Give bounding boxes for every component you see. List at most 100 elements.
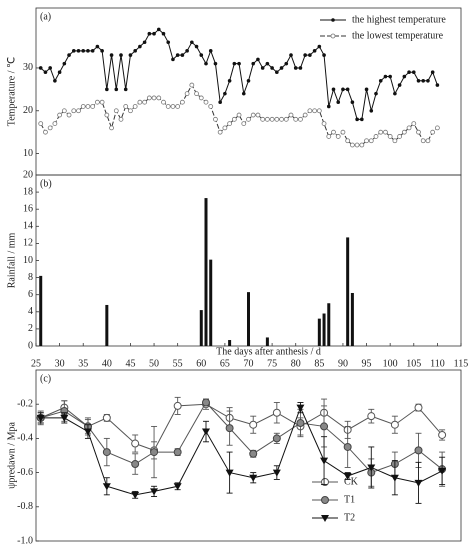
bar: [204, 198, 208, 346]
marker: [270, 66, 274, 70]
marker: [343, 473, 352, 481]
marker: [378, 129, 384, 135]
marker: [232, 61, 237, 66]
marker: [425, 138, 431, 144]
marker: [354, 142, 360, 148]
y-tick-label: 12: [23, 238, 33, 249]
marker: [392, 138, 398, 144]
x-tick-label: 65: [220, 358, 230, 369]
marker: [414, 403, 423, 412]
marker: [175, 104, 181, 109]
marker: [173, 483, 182, 491]
series-line: [40, 28, 438, 120]
bar: [350, 292, 354, 346]
marker: [272, 408, 281, 417]
marker: [249, 474, 258, 482]
marker: [142, 40, 147, 45]
y-tick-label: 0: [28, 340, 33, 351]
marker: [90, 104, 96, 109]
marker: [421, 78, 426, 83]
legend-marker: [321, 515, 329, 522]
marker: [298, 66, 303, 70]
marker: [166, 40, 171, 45]
marker: [350, 100, 355, 105]
legend-label: CK: [344, 476, 359, 487]
marker: [218, 100, 222, 105]
x-tick-label: 75: [267, 358, 277, 369]
y-axis-label: Temperature / ℃: [6, 57, 17, 126]
marker: [369, 108, 374, 113]
marker: [331, 87, 336, 92]
x-tick-label: 55: [173, 358, 183, 369]
marker: [71, 49, 76, 53]
bar: [105, 304, 109, 346]
marker: [165, 104, 171, 109]
marker: [260, 116, 266, 122]
marker: [43, 70, 48, 75]
marker: [397, 134, 403, 139]
x-tick-label: 115: [454, 358, 469, 369]
marker: [322, 53, 326, 57]
marker: [152, 31, 156, 36]
marker: [109, 125, 114, 131]
x-tick-label: 50: [149, 358, 159, 369]
marker: [147, 31, 152, 36]
bar: [209, 259, 213, 346]
marker: [133, 49, 137, 53]
marker: [326, 134, 332, 139]
marker: [302, 112, 308, 118]
marker: [198, 95, 204, 101]
marker: [373, 134, 379, 139]
marker: [131, 439, 140, 448]
marker: [274, 116, 280, 122]
marker: [102, 448, 111, 457]
marker: [260, 66, 265, 70]
marker: [320, 457, 329, 465]
marker: [364, 138, 369, 144]
marker: [264, 116, 270, 122]
marker: [355, 117, 359, 122]
marker: [374, 91, 378, 96]
marker: [71, 108, 77, 114]
marker: [86, 49, 90, 53]
marker: [105, 87, 109, 92]
legend-marker: [321, 478, 329, 486]
y-axis-label: Rainfall / mm: [6, 233, 17, 289]
marker: [194, 44, 199, 49]
marker: [156, 95, 162, 101]
marker: [293, 66, 298, 70]
y-tick-label: -0.6: [17, 467, 33, 478]
legend-marker: [321, 496, 329, 504]
marker: [293, 116, 299, 122]
marker: [99, 99, 105, 105]
marker: [202, 428, 210, 436]
marker: [104, 112, 110, 118]
marker: [223, 91, 227, 96]
marker: [95, 44, 100, 49]
y-tick-label: 10: [23, 148, 33, 159]
x-tick-label: 35: [78, 358, 88, 369]
marker: [343, 442, 352, 451]
marker: [222, 125, 228, 131]
x-tick-label: 70: [244, 358, 254, 369]
marker: [194, 91, 199, 97]
marker: [256, 57, 260, 62]
x-tick-label: 25: [31, 358, 41, 369]
marker: [118, 116, 124, 122]
marker: [184, 91, 190, 97]
marker: [296, 404, 305, 412]
bar: [228, 340, 232, 346]
marker: [279, 66, 284, 70]
bar: [322, 313, 326, 346]
marker: [142, 99, 148, 105]
marker: [123, 87, 128, 92]
marker: [38, 66, 43, 70]
marker: [390, 420, 399, 429]
panel-label: (c): [40, 373, 51, 384]
x-tick-label: 80: [291, 358, 301, 369]
marker: [411, 121, 417, 127]
marker: [406, 125, 412, 131]
marker: [236, 112, 242, 118]
marker: [102, 413, 111, 422]
